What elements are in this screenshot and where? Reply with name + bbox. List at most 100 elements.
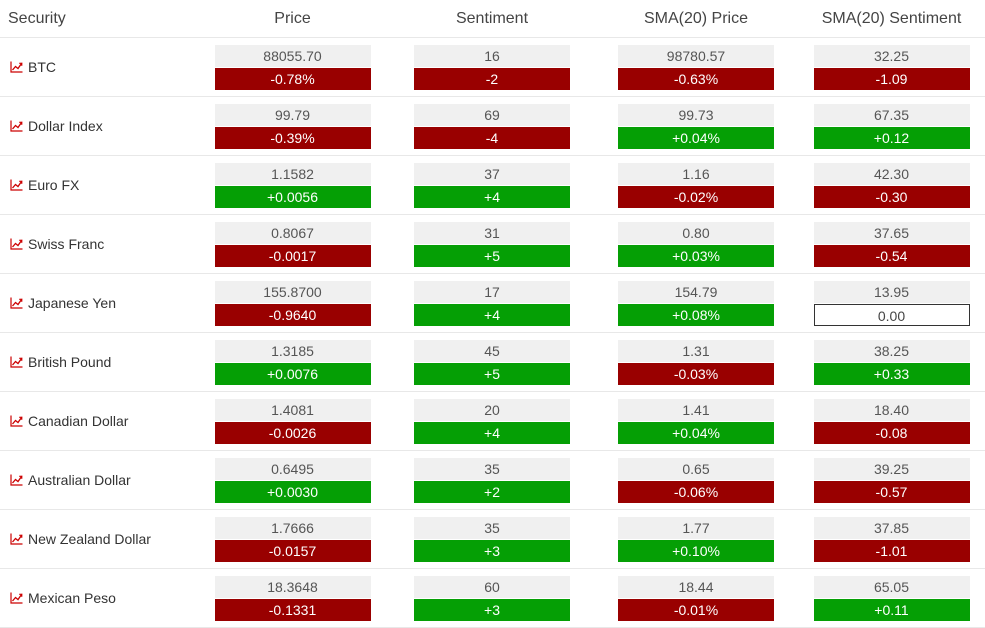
sentiment-value: 31 <box>414 221 570 244</box>
sma-price-value: 1.16 <box>618 162 774 185</box>
security-name[interactable]: British Pound <box>28 354 112 370</box>
sma-price-cell: 0.80 +0.03% <box>594 214 798 274</box>
sma-sentiment-value: 18.40 <box>813 398 970 421</box>
sma-sentiment-value: 39.25 <box>813 457 970 480</box>
sma-price-cell: 154.79 +0.08% <box>594 273 798 333</box>
sma-price-value: 99.73 <box>618 103 774 126</box>
sma-price-box: 18.44 -0.01% <box>618 575 774 621</box>
chart-trend-icon[interactable] <box>10 120 23 132</box>
price-box: 88055.70 -0.78% <box>214 44 371 90</box>
sentiment-value: 69 <box>414 103 570 126</box>
sma-price-change: +0.03% <box>618 244 774 267</box>
sma-sentiment-value: 13.95 <box>813 280 970 303</box>
security-name[interactable]: New Zealand Dollar <box>28 531 151 547</box>
price-cell: 18.3648 -0.1331 <box>195 568 390 628</box>
price-cell: 155.8700 -0.9640 <box>195 273 390 333</box>
security-name[interactable]: Euro FX <box>28 177 80 193</box>
sma-sentiment-cell: 18.40 -0.08 <box>798 391 985 451</box>
chart-trend-icon[interactable] <box>10 61 23 73</box>
chart-trend-icon[interactable] <box>10 356 23 368</box>
security-cell: Australian Dollar <box>0 450 195 510</box>
table-body: BTC 88055.70 -0.78% 16 -2 98780.57 -0.63% 32.25… <box>0 37 985 628</box>
sma-price-change: -0.63% <box>618 67 774 90</box>
price-cell: 1.4081 -0.0026 <box>195 391 390 451</box>
price-value: 1.1582 <box>214 162 371 185</box>
sma-price-value: 0.65 <box>618 457 774 480</box>
price-box: 1.3185 +0.0076 <box>214 339 371 385</box>
sentiment-value: 45 <box>414 339 570 362</box>
price-change: +0.0076 <box>214 362 371 385</box>
sentiment-change: +5 <box>414 244 570 267</box>
sma-price-cell: 0.65 -0.06% <box>594 450 798 510</box>
security-cell: Mexican Peso <box>0 568 195 628</box>
sma-price-change: +0.08% <box>618 303 774 326</box>
sma-sentiment-cell: 67.35 +0.12 <box>798 96 985 156</box>
security-cell: Japanese Yen <box>0 273 195 333</box>
price-cell: 1.1582 +0.0056 <box>195 155 390 215</box>
sentiment-cell: 20 +4 <box>390 391 594 451</box>
chart-trend-icon[interactable] <box>10 179 23 191</box>
security-name[interactable]: Mexican Peso <box>28 590 116 606</box>
sentiment-cell: 16 -2 <box>390 37 594 97</box>
sma-sentiment-value: 67.35 <box>813 103 970 126</box>
sentiment-box: 45 +5 <box>414 339 570 385</box>
security-cell: Dollar Index <box>0 96 195 156</box>
sma-price-cell: 1.16 -0.02% <box>594 155 798 215</box>
security-name[interactable]: Australian Dollar <box>28 472 131 488</box>
sma-price-value: 1.77 <box>618 516 774 539</box>
chart-trend-icon[interactable] <box>10 592 23 604</box>
sma-sentiment-cell: 13.95 0.00 <box>798 273 985 333</box>
chart-trend-icon[interactable] <box>10 297 23 309</box>
sentiment-cell: 17 +4 <box>390 273 594 333</box>
sma-price-value: 154.79 <box>618 280 774 303</box>
sma-sentiment-box: 67.35 +0.12 <box>813 103 970 149</box>
price-cell: 1.3185 +0.0076 <box>195 332 390 392</box>
security-cell: Canadian Dollar <box>0 391 195 451</box>
sma-sentiment-box: 65.05 +0.11 <box>813 575 970 621</box>
sentiment-box: 35 +3 <box>414 516 570 562</box>
sma-sentiment-box: 32.25 -1.09 <box>813 44 970 90</box>
sma-sentiment-value: 65.05 <box>813 575 970 598</box>
security-name[interactable]: Swiss Franc <box>28 236 105 252</box>
price-value: 1.4081 <box>214 398 371 421</box>
sentiment-box: 35 +2 <box>414 457 570 503</box>
sentiment-value: 35 <box>414 457 570 480</box>
sma-sentiment-change: -1.01 <box>813 539 970 562</box>
price-cell: 0.8067 -0.0017 <box>195 214 390 274</box>
security-cell: BTC <box>0 37 195 97</box>
chart-trend-icon[interactable] <box>10 474 23 486</box>
sma-sentiment-change: -1.09 <box>813 67 970 90</box>
chart-trend-icon[interactable] <box>10 533 23 545</box>
security-cell: New Zealand Dollar <box>0 509 195 569</box>
sma-sentiment-box: 42.30 -0.30 <box>813 162 970 208</box>
sma-sentiment-cell: 38.25 +0.33 <box>798 332 985 392</box>
header-sentiment[interactable]: Sentiment <box>390 0 594 38</box>
chart-trend-icon[interactable] <box>10 415 23 427</box>
price-cell: 0.6495 +0.0030 <box>195 450 390 510</box>
sentiment-box: 37 +4 <box>414 162 570 208</box>
price-value: 18.3648 <box>214 575 371 598</box>
security-cell: British Pound <box>0 332 195 392</box>
sma-sentiment-box: 38.25 +0.33 <box>813 339 970 385</box>
security-name[interactable]: BTC <box>28 59 56 75</box>
security-name[interactable]: Canadian Dollar <box>28 413 129 429</box>
table-header: Security Price Sentiment SMA(20) Price S… <box>0 0 985 38</box>
table-row: Mexican Peso 18.3648 -0.1331 60 +3 18.44 -0.01… <box>0 568 985 628</box>
sma-price-change: -0.06% <box>618 480 774 503</box>
sma-price-change: -0.02% <box>618 185 774 208</box>
security-name[interactable]: Japanese Yen <box>28 295 116 311</box>
chart-trend-icon[interactable] <box>10 238 23 250</box>
header-sma-price[interactable]: SMA(20) Price <box>594 0 798 38</box>
price-value: 99.79 <box>214 103 371 126</box>
header-security[interactable]: Security <box>0 0 195 38</box>
header-sma-sentiment[interactable]: SMA(20) Sentiment <box>798 0 985 38</box>
sma-price-cell: 99.73 +0.04% <box>594 96 798 156</box>
price-box: 1.1582 +0.0056 <box>214 162 371 208</box>
sentiment-cell: 35 +3 <box>390 509 594 569</box>
header-price[interactable]: Price <box>195 0 390 38</box>
price-change: -0.0026 <box>214 421 371 444</box>
sma-price-box: 0.80 +0.03% <box>618 221 774 267</box>
sma-price-change: -0.03% <box>618 362 774 385</box>
sma-sentiment-box: 13.95 0.00 <box>813 280 970 326</box>
security-name[interactable]: Dollar Index <box>28 118 103 134</box>
